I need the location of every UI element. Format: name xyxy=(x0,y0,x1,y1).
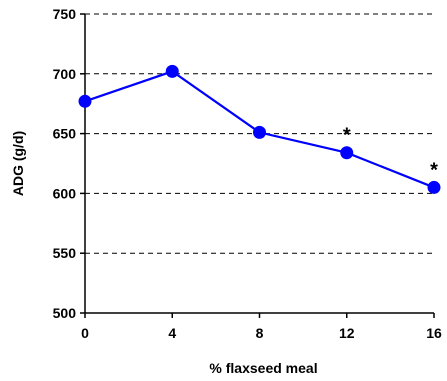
data-point xyxy=(78,94,92,108)
significance-asterisk: * xyxy=(430,159,438,181)
y-tick-label: 500 xyxy=(53,305,77,321)
x-tick-label: 16 xyxy=(426,325,442,341)
data-point xyxy=(340,146,354,160)
x-tick-label: 12 xyxy=(339,325,355,341)
x-tick-label: 4 xyxy=(168,325,176,341)
y-tick-label: 550 xyxy=(53,245,77,261)
series-layer xyxy=(78,64,441,194)
y-tick-label: 700 xyxy=(53,66,77,82)
data-point xyxy=(165,64,179,78)
y-tick-label: 650 xyxy=(53,126,77,142)
x-tick-label: 8 xyxy=(256,325,264,341)
data-point xyxy=(427,180,441,194)
data-point xyxy=(253,125,266,139)
y-tick-labels: 500 550 600 650 700 750 xyxy=(53,6,77,321)
x-axis-title: % flaxseed meal xyxy=(209,360,317,376)
axes xyxy=(80,13,435,318)
y-tick-label: 750 xyxy=(53,6,77,22)
significance-asterisk: * xyxy=(343,125,351,147)
x-tick-labels: 0 4 8 12 16 xyxy=(81,325,442,341)
y-tick-label: 600 xyxy=(53,185,77,201)
x-tick-label: 0 xyxy=(81,325,89,341)
annotations: ** xyxy=(343,125,438,182)
y-axis-title: ADG (g/d) xyxy=(10,131,26,196)
